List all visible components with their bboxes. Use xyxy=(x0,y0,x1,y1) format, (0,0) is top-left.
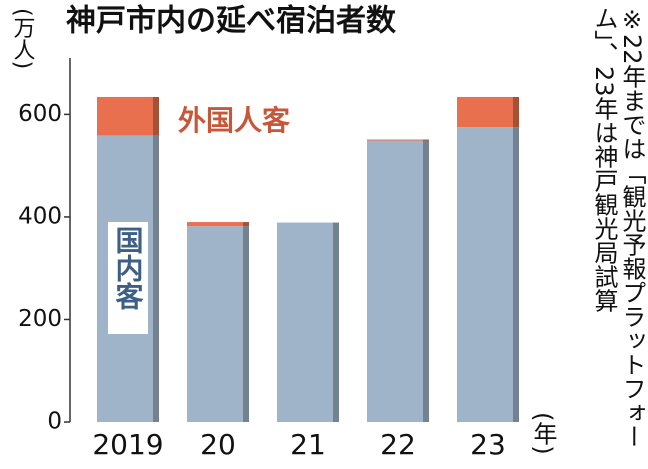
y-tick-label: 600 xyxy=(18,101,62,127)
chart-title: 神戸市内の延べ宿泊者数 xyxy=(66,4,397,39)
bar-segment xyxy=(367,139,429,141)
y-tick-label: 400 xyxy=(18,203,62,229)
y-axis-label: (万人) xyxy=(10,8,36,69)
bar-segment xyxy=(457,96,519,128)
x-tick-label: 2019 xyxy=(92,428,163,461)
bar-shade xyxy=(153,96,159,136)
bar-shade xyxy=(243,226,249,422)
bar-shade xyxy=(153,135,159,423)
bar-shade xyxy=(423,139,429,141)
bar-segment xyxy=(97,96,159,136)
x-axis-label: (年) xyxy=(529,412,557,455)
x-tick-label: 22 xyxy=(380,428,416,461)
legend-label: 外国人客 xyxy=(178,104,291,137)
bar-shade xyxy=(513,96,519,128)
y-tick-label: 0 xyxy=(47,409,62,435)
bar-shade xyxy=(333,222,339,422)
bar-segment xyxy=(367,140,429,423)
x-tick-label: 23 xyxy=(470,428,506,461)
bar-segment xyxy=(187,222,249,227)
bar-shade xyxy=(243,222,249,227)
x-tick-label: 21 xyxy=(290,428,326,461)
bar-segment xyxy=(457,127,519,422)
x-tick-label: 20 xyxy=(200,428,236,461)
bar-segment xyxy=(187,226,249,422)
bar-segment xyxy=(277,222,339,422)
footnote: ※22年までは「観光予報プラットフォーム」、23年は神戸観光局試算 xyxy=(590,6,646,449)
bar-shade xyxy=(513,127,519,422)
bar-shade xyxy=(423,140,429,423)
legend-box xyxy=(108,222,148,334)
y-tick-label: 200 xyxy=(18,306,62,332)
legend-label: 国内客 xyxy=(112,226,145,310)
